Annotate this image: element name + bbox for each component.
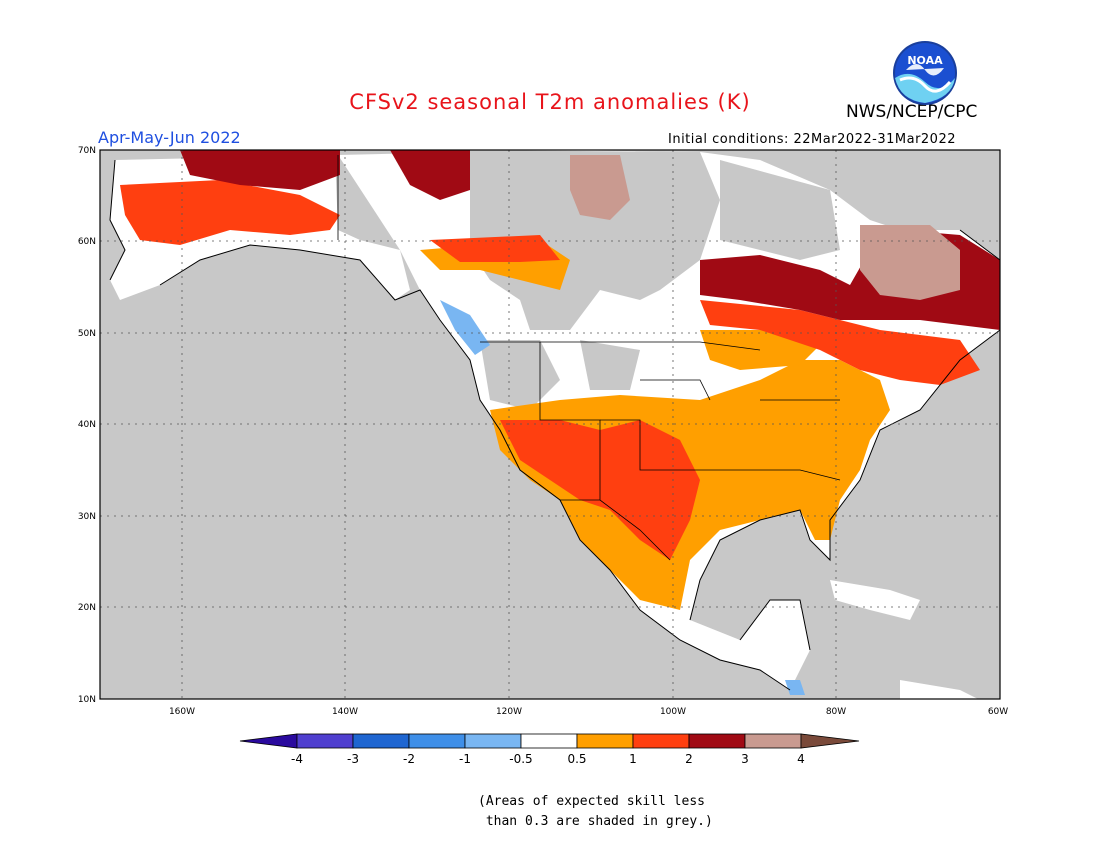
anomaly-tan-arctic xyxy=(570,155,630,220)
colorbar-swatch xyxy=(520,733,578,749)
anomaly-red-yukon xyxy=(430,235,560,262)
colorbar-label: 4 xyxy=(797,752,805,766)
lat-tick-20n: 20N xyxy=(78,603,96,613)
colorbar: -4 -3 -2 -1 -0.5 0.5 1 2 3 4 xyxy=(239,733,860,766)
map-frame xyxy=(99,149,1001,700)
colorbar-label: -2 xyxy=(403,752,415,766)
lat-tick-60n: 60N xyxy=(78,237,96,247)
map-title: CFSv2 seasonal T2m anomalies (K) xyxy=(349,90,751,114)
colorbar-label: -3 xyxy=(347,752,359,766)
lon-tick-100w: 100W xyxy=(660,707,686,717)
colorbar-label: 3 xyxy=(741,752,749,766)
colorbar-swatch xyxy=(464,733,522,749)
lon-tick-160w: 160W xyxy=(169,707,195,717)
colorbar-label: -0.5 xyxy=(509,752,532,766)
lat-tick-labels: 10N 20N 30N 40N 50N 60N 70N xyxy=(78,146,96,705)
colorbar-swatch xyxy=(688,733,746,749)
colorbar-swatch xyxy=(352,733,410,749)
anomaly-blue-pacific-nw xyxy=(440,300,490,355)
anomaly-darkred-arctic xyxy=(180,150,340,190)
colorbar-swatch xyxy=(576,733,634,749)
colorbar-arrow-left xyxy=(239,733,298,749)
season-label: Apr-May-Jun 2022 xyxy=(98,128,241,147)
anomaly-red-northeast xyxy=(700,300,980,385)
colorbar-swatch xyxy=(408,733,466,749)
initial-conditions-label: Initial conditions: 22Mar2022-31Mar2022 xyxy=(668,132,956,147)
colorbar-label: 0.5 xyxy=(567,752,586,766)
agency-label: NWS/NCEP/CPC xyxy=(846,102,978,122)
skill-note-line-2: than 0.3 are shaded in grey.) xyxy=(478,814,713,829)
lon-tick-140w: 140W xyxy=(332,707,358,717)
grey-mask-canada xyxy=(470,150,720,330)
colorbar-label: 1 xyxy=(629,752,637,766)
lat-tick-70n: 70N xyxy=(78,146,96,156)
lat-tick-10n: 10N xyxy=(78,695,96,705)
skill-note-line-1: (Areas of expected skill less xyxy=(478,794,705,809)
noaa-logo: NOAA xyxy=(893,41,957,105)
colorbar-swatch xyxy=(744,733,802,749)
anomaly-tan-labrador xyxy=(860,225,960,300)
grey-mask-plains xyxy=(580,340,640,390)
anomaly-darkred-nwt xyxy=(390,150,470,200)
logo-text: NOAA xyxy=(907,54,943,67)
lon-tick-60w: 60W xyxy=(988,707,1008,717)
skill-note: (Areas of expected skill less than 0.3 a… xyxy=(478,792,728,832)
lat-tick-50n: 50N xyxy=(78,329,96,339)
lat-tick-30n: 30N xyxy=(78,512,96,522)
lat-lon-grid xyxy=(100,150,1000,699)
colorbar-swatch xyxy=(632,733,690,749)
colorbar-label: -4 xyxy=(291,752,303,766)
political-borders xyxy=(337,155,841,561)
anomaly-red-alaska xyxy=(120,180,340,245)
colorbar-label: 2 xyxy=(685,752,693,766)
grey-mask-hudson xyxy=(720,160,840,260)
caribbean-islands xyxy=(830,580,980,700)
lat-tick-40n: 40N xyxy=(78,420,96,430)
colorbar-label: -1 xyxy=(459,752,471,766)
colorbar-arrow-right xyxy=(800,733,860,749)
lon-tick-120w: 120W xyxy=(496,707,522,717)
lon-tick-labels: 160W 140W 120W 100W 80W 60W xyxy=(169,707,1008,717)
colorbar-swatch xyxy=(296,733,354,749)
lon-tick-80w: 80W xyxy=(826,707,846,717)
anomaly-blue-centralamerica xyxy=(785,680,805,695)
